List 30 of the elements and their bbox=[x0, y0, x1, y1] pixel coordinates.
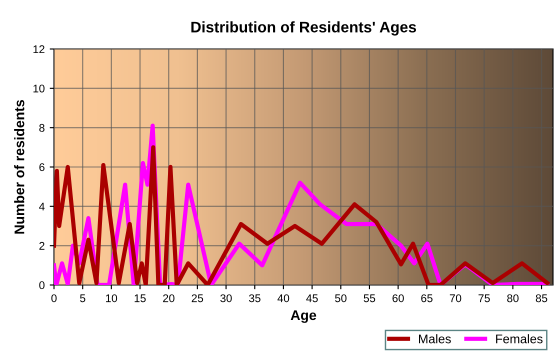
y-tick-label: 4 bbox=[39, 202, 45, 210]
x-tick-label: 50 bbox=[335, 294, 347, 302]
legend-label: Males bbox=[419, 334, 451, 344]
y-tick-label: 10 bbox=[33, 84, 45, 92]
x-tick-label: 0 bbox=[51, 294, 57, 302]
x-tick-label: 15 bbox=[134, 294, 146, 302]
x-tick-label: 45 bbox=[306, 294, 318, 302]
x-tick-label: 5 bbox=[80, 294, 86, 302]
x-tick-label: 70 bbox=[450, 294, 462, 302]
x-tick-label: 65 bbox=[421, 294, 433, 302]
x-tick-label: 40 bbox=[278, 294, 290, 302]
y-tick-label: 8 bbox=[39, 124, 44, 132]
y-tick-label: 6 bbox=[39, 163, 44, 172]
y-tick-label: 0 bbox=[39, 281, 45, 290]
legend-label: Females bbox=[496, 334, 543, 344]
x-tick-label: 80 bbox=[507, 294, 519, 302]
x-tick-label: 55 bbox=[364, 294, 376, 302]
x-tick-label: 85 bbox=[536, 294, 548, 302]
x-tick-label: 60 bbox=[392, 294, 404, 302]
x-axis-title: Age bbox=[290, 310, 316, 323]
x-tick-label: 30 bbox=[220, 294, 232, 302]
x-tick-label: 20 bbox=[163, 294, 174, 302]
y-axis-title: Number of residents bbox=[14, 100, 24, 234]
x-tick-label: 35 bbox=[248, 294, 260, 302]
y-tick-label: 2 bbox=[39, 242, 44, 250]
x-tick-label: 25 bbox=[192, 294, 204, 302]
x-tick-label: 10 bbox=[106, 294, 118, 302]
x-tick-label: 75 bbox=[478, 294, 490, 302]
y-tick-label: 12 bbox=[33, 45, 44, 54]
chart-title: Distribution of Residents' Ages bbox=[191, 21, 416, 36]
